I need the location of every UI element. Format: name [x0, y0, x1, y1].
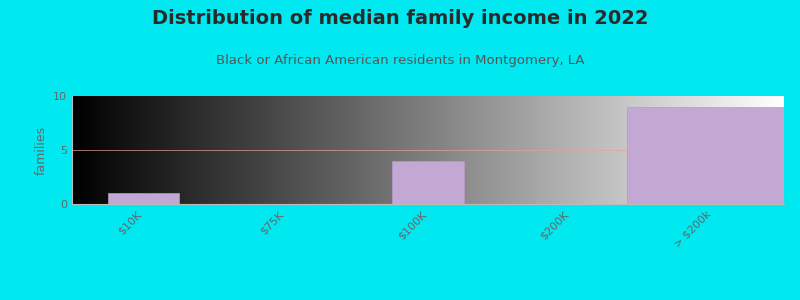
Bar: [107, 193, 179, 204]
Text: Distribution of median family income in 2022: Distribution of median family income in …: [152, 9, 648, 28]
Text: Black or African American residents in Montgomery, LA: Black or African American residents in M…: [216, 54, 584, 67]
Y-axis label: families: families: [34, 125, 47, 175]
Bar: [627, 107, 791, 204]
Bar: [392, 161, 464, 204]
